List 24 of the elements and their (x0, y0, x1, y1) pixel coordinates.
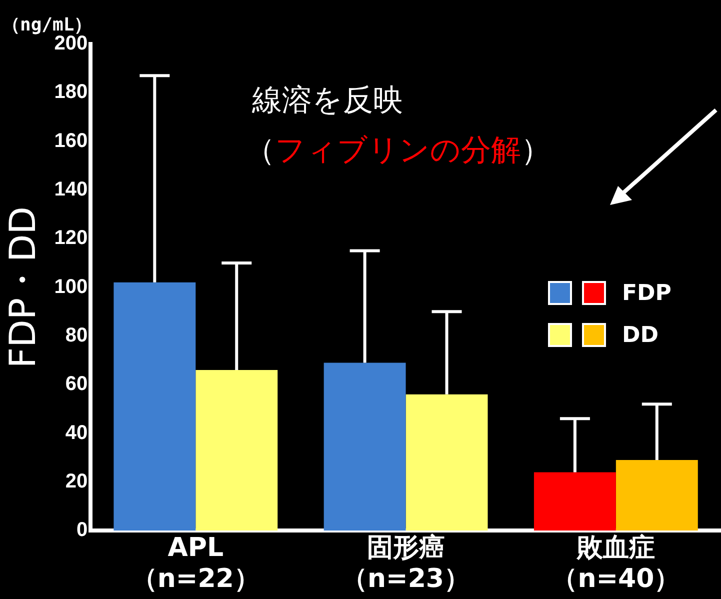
y-tick-label: 40 (65, 422, 88, 444)
y-tick-label: 180 (54, 81, 88, 104)
bar (534, 472, 616, 531)
legend-label: DD (622, 322, 659, 348)
bar (406, 394, 488, 531)
y-axis-title: FDP・DD (2, 206, 44, 368)
x-tick-label: APL （n=22） (131, 532, 260, 594)
y-tick-label: 60 (65, 373, 88, 396)
y-tick-label: 140 (54, 178, 88, 200)
y-tick-label: 100 (54, 276, 88, 298)
x-tick-label: 敗血症（n=40） (552, 532, 680, 594)
bar (616, 460, 698, 531)
text: （フィブリンの分解） (245, 132, 551, 168)
y-tick-label: 160 (54, 130, 88, 152)
x-tick-label: 固形癌（n=23） (342, 532, 470, 594)
y-tick-label: 120 (54, 227, 88, 250)
bar (324, 362, 406, 531)
y-tick-label: 20 (65, 470, 88, 492)
bar (196, 370, 278, 531)
legend-label: FDP (622, 280, 672, 306)
y-tick-label: 0 (76, 519, 88, 542)
annotation: 線溶を反映 (251, 82, 403, 118)
y-tick-label: 80 (65, 324, 88, 346)
bar (114, 282, 196, 531)
